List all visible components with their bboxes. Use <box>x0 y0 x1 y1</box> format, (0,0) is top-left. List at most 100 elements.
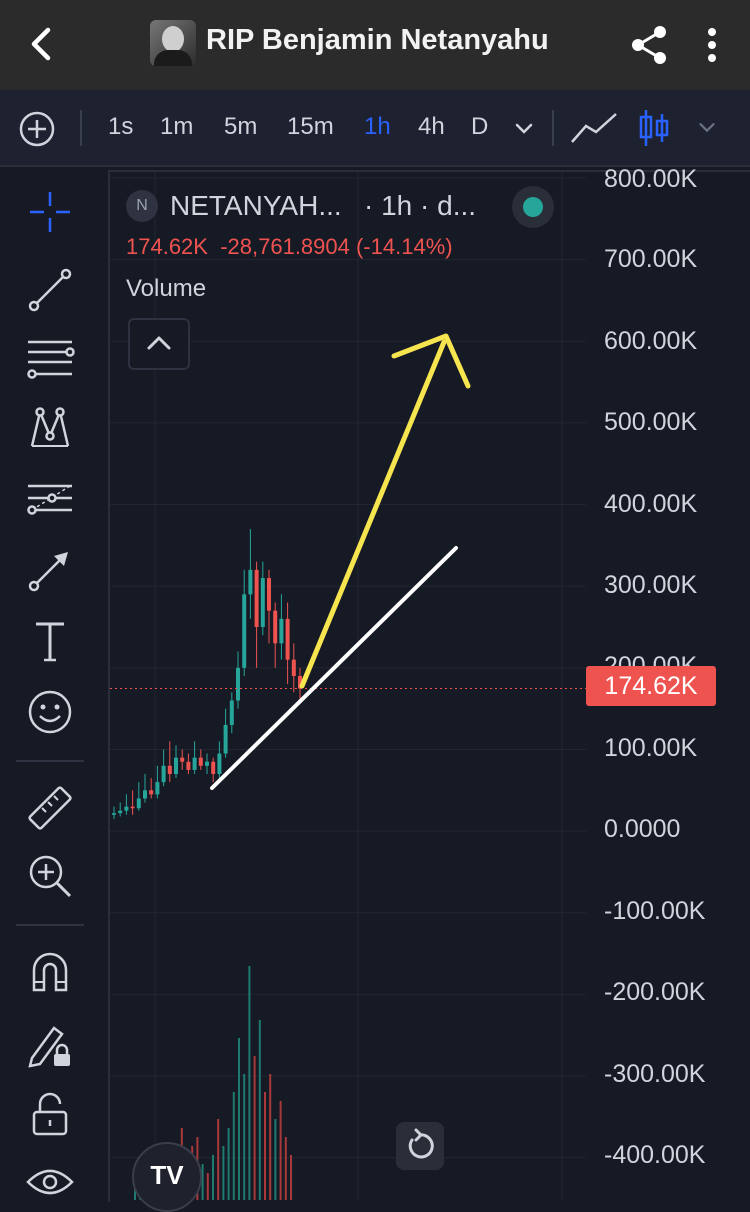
reset-chart-icon[interactable] <box>396 1122 444 1170</box>
avatar-suit <box>154 50 192 66</box>
volume-bar <box>217 1119 220 1200</box>
volume-bar <box>227 1128 230 1200</box>
candle-body <box>205 761 209 766</box>
timeframe-5m[interactable]: 5m <box>224 113 258 140</box>
volume-bar <box>290 1155 292 1200</box>
price-axis-label: -200.00K <box>604 978 706 1006</box>
current-price-tag: 174.62K <box>586 666 716 706</box>
price-axis-label: 0.0000 <box>604 815 681 843</box>
toolbar-divider <box>80 110 82 146</box>
candle-body <box>254 569 259 628</box>
candle-body <box>248 569 253 595</box>
white-trendline <box>210 546 458 790</box>
lock-drawings-icon[interactable] <box>24 1018 76 1070</box>
price-axis-label: 700.00K <box>604 245 698 273</box>
magnet-icon[interactable] <box>24 946 76 998</box>
volume-bar <box>258 1020 261 1200</box>
market-status[interactable] <box>512 186 554 228</box>
candle-body <box>180 757 185 762</box>
candle-body <box>130 806 135 809</box>
legend-change: -28,761.8904 (-14.14%) <box>220 234 453 259</box>
timeframe-15m[interactable]: 15m <box>287 113 334 140</box>
timeframe-4h[interactable]: 4h <box>418 113 445 140</box>
candle-body <box>198 757 203 766</box>
candle-body <box>267 578 271 611</box>
legend-last-price: 174.62K <box>126 234 208 259</box>
more-vertical-icon[interactable] <box>702 24 722 66</box>
price-axis-label: 100.00K <box>604 734 698 762</box>
volume-bar <box>269 1074 272 1200</box>
candle-body <box>217 753 222 774</box>
candle-body <box>242 594 247 668</box>
volume-bar <box>222 1146 225 1200</box>
candlestick-icon[interactable] <box>638 108 670 148</box>
candle-body <box>143 790 147 799</box>
eye-icon[interactable] <box>24 1156 76 1208</box>
emoji-icon[interactable] <box>24 686 76 738</box>
price-axis-label: 400.00K <box>604 490 698 518</box>
volume-bar <box>274 1119 277 1200</box>
text-tool-icon[interactable] <box>24 616 76 668</box>
symbol-badge: N <box>126 190 158 222</box>
symbol-name[interactable]: NETANYAH... <box>170 190 342 221</box>
fib-channel-icon[interactable] <box>24 474 76 526</box>
candle-body <box>211 761 216 774</box>
collapse-legend-button[interactable] <box>128 318 190 370</box>
zoom-in-icon[interactable] <box>24 850 76 902</box>
volume-bar <box>264 1092 266 1200</box>
volume-bar <box>248 966 251 1200</box>
volume-bar <box>253 1056 256 1200</box>
candle-body <box>174 757 178 774</box>
volume-bar <box>206 1173 209 1200</box>
candle-body <box>192 757 197 770</box>
candle-body <box>285 618 290 660</box>
timeframe-1m[interactable]: 1m <box>160 113 194 140</box>
avatar[interactable] <box>150 20 196 66</box>
price-axis-label: 500.00K <box>604 408 698 436</box>
horizontal-lines-icon[interactable] <box>24 332 76 384</box>
back-arrow-icon[interactable] <box>22 24 62 64</box>
add-indicator-icon[interactable] <box>18 110 56 148</box>
volume-bar <box>232 1092 235 1200</box>
share-icon[interactable] <box>628 24 670 66</box>
volume-bar <box>284 1137 287 1200</box>
chevron-down-icon[interactable] <box>696 116 718 138</box>
price-axis-label: -300.00K <box>604 1060 706 1088</box>
symbol-interval[interactable]: · 1h · d... <box>364 190 477 221</box>
tradingview-logo[interactable]: TV <box>132 1142 202 1212</box>
candle-body <box>112 813 116 815</box>
pattern-icon[interactable] <box>24 402 76 454</box>
trend-line-icon[interactable] <box>24 264 76 316</box>
candle-body <box>124 806 129 811</box>
candle-body <box>298 676 302 689</box>
sidebar-divider <box>16 760 84 762</box>
candle-body <box>167 765 172 774</box>
volume-indicator-label[interactable]: Volume <box>126 275 207 302</box>
line-chart-icon[interactable] <box>570 110 618 146</box>
timeframe-1h[interactable]: 1h <box>364 113 391 140</box>
price-axis-label: -400.00K <box>604 1141 706 1169</box>
candle-body <box>161 765 166 783</box>
candle-body <box>118 810 123 814</box>
candle-body <box>155 782 160 795</box>
chart-toolbar <box>0 90 750 167</box>
candle-body <box>229 700 234 725</box>
timeframe-d[interactable]: D <box>471 113 489 140</box>
ruler-icon[interactable] <box>24 782 76 834</box>
candle-body <box>136 798 141 809</box>
arrow-tool-icon[interactable] <box>24 544 76 596</box>
candle-body <box>273 610 278 644</box>
volume-bar <box>243 1074 246 1200</box>
volume-bar <box>238 1038 240 1200</box>
drawing-tools-sidebar <box>0 170 100 1200</box>
timeframe-1s[interactable]: 1s <box>108 113 134 140</box>
candle-body <box>291 659 296 676</box>
price-axis-label: 800.00K <box>604 165 698 193</box>
crosshair-icon[interactable] <box>24 186 76 238</box>
chevron-down-icon[interactable] <box>512 116 536 140</box>
unlock-icon[interactable] <box>24 1088 76 1140</box>
price-axis-label: 300.00K <box>604 571 698 599</box>
volume-bar <box>201 1164 204 1200</box>
toolbar-divider <box>552 110 554 146</box>
